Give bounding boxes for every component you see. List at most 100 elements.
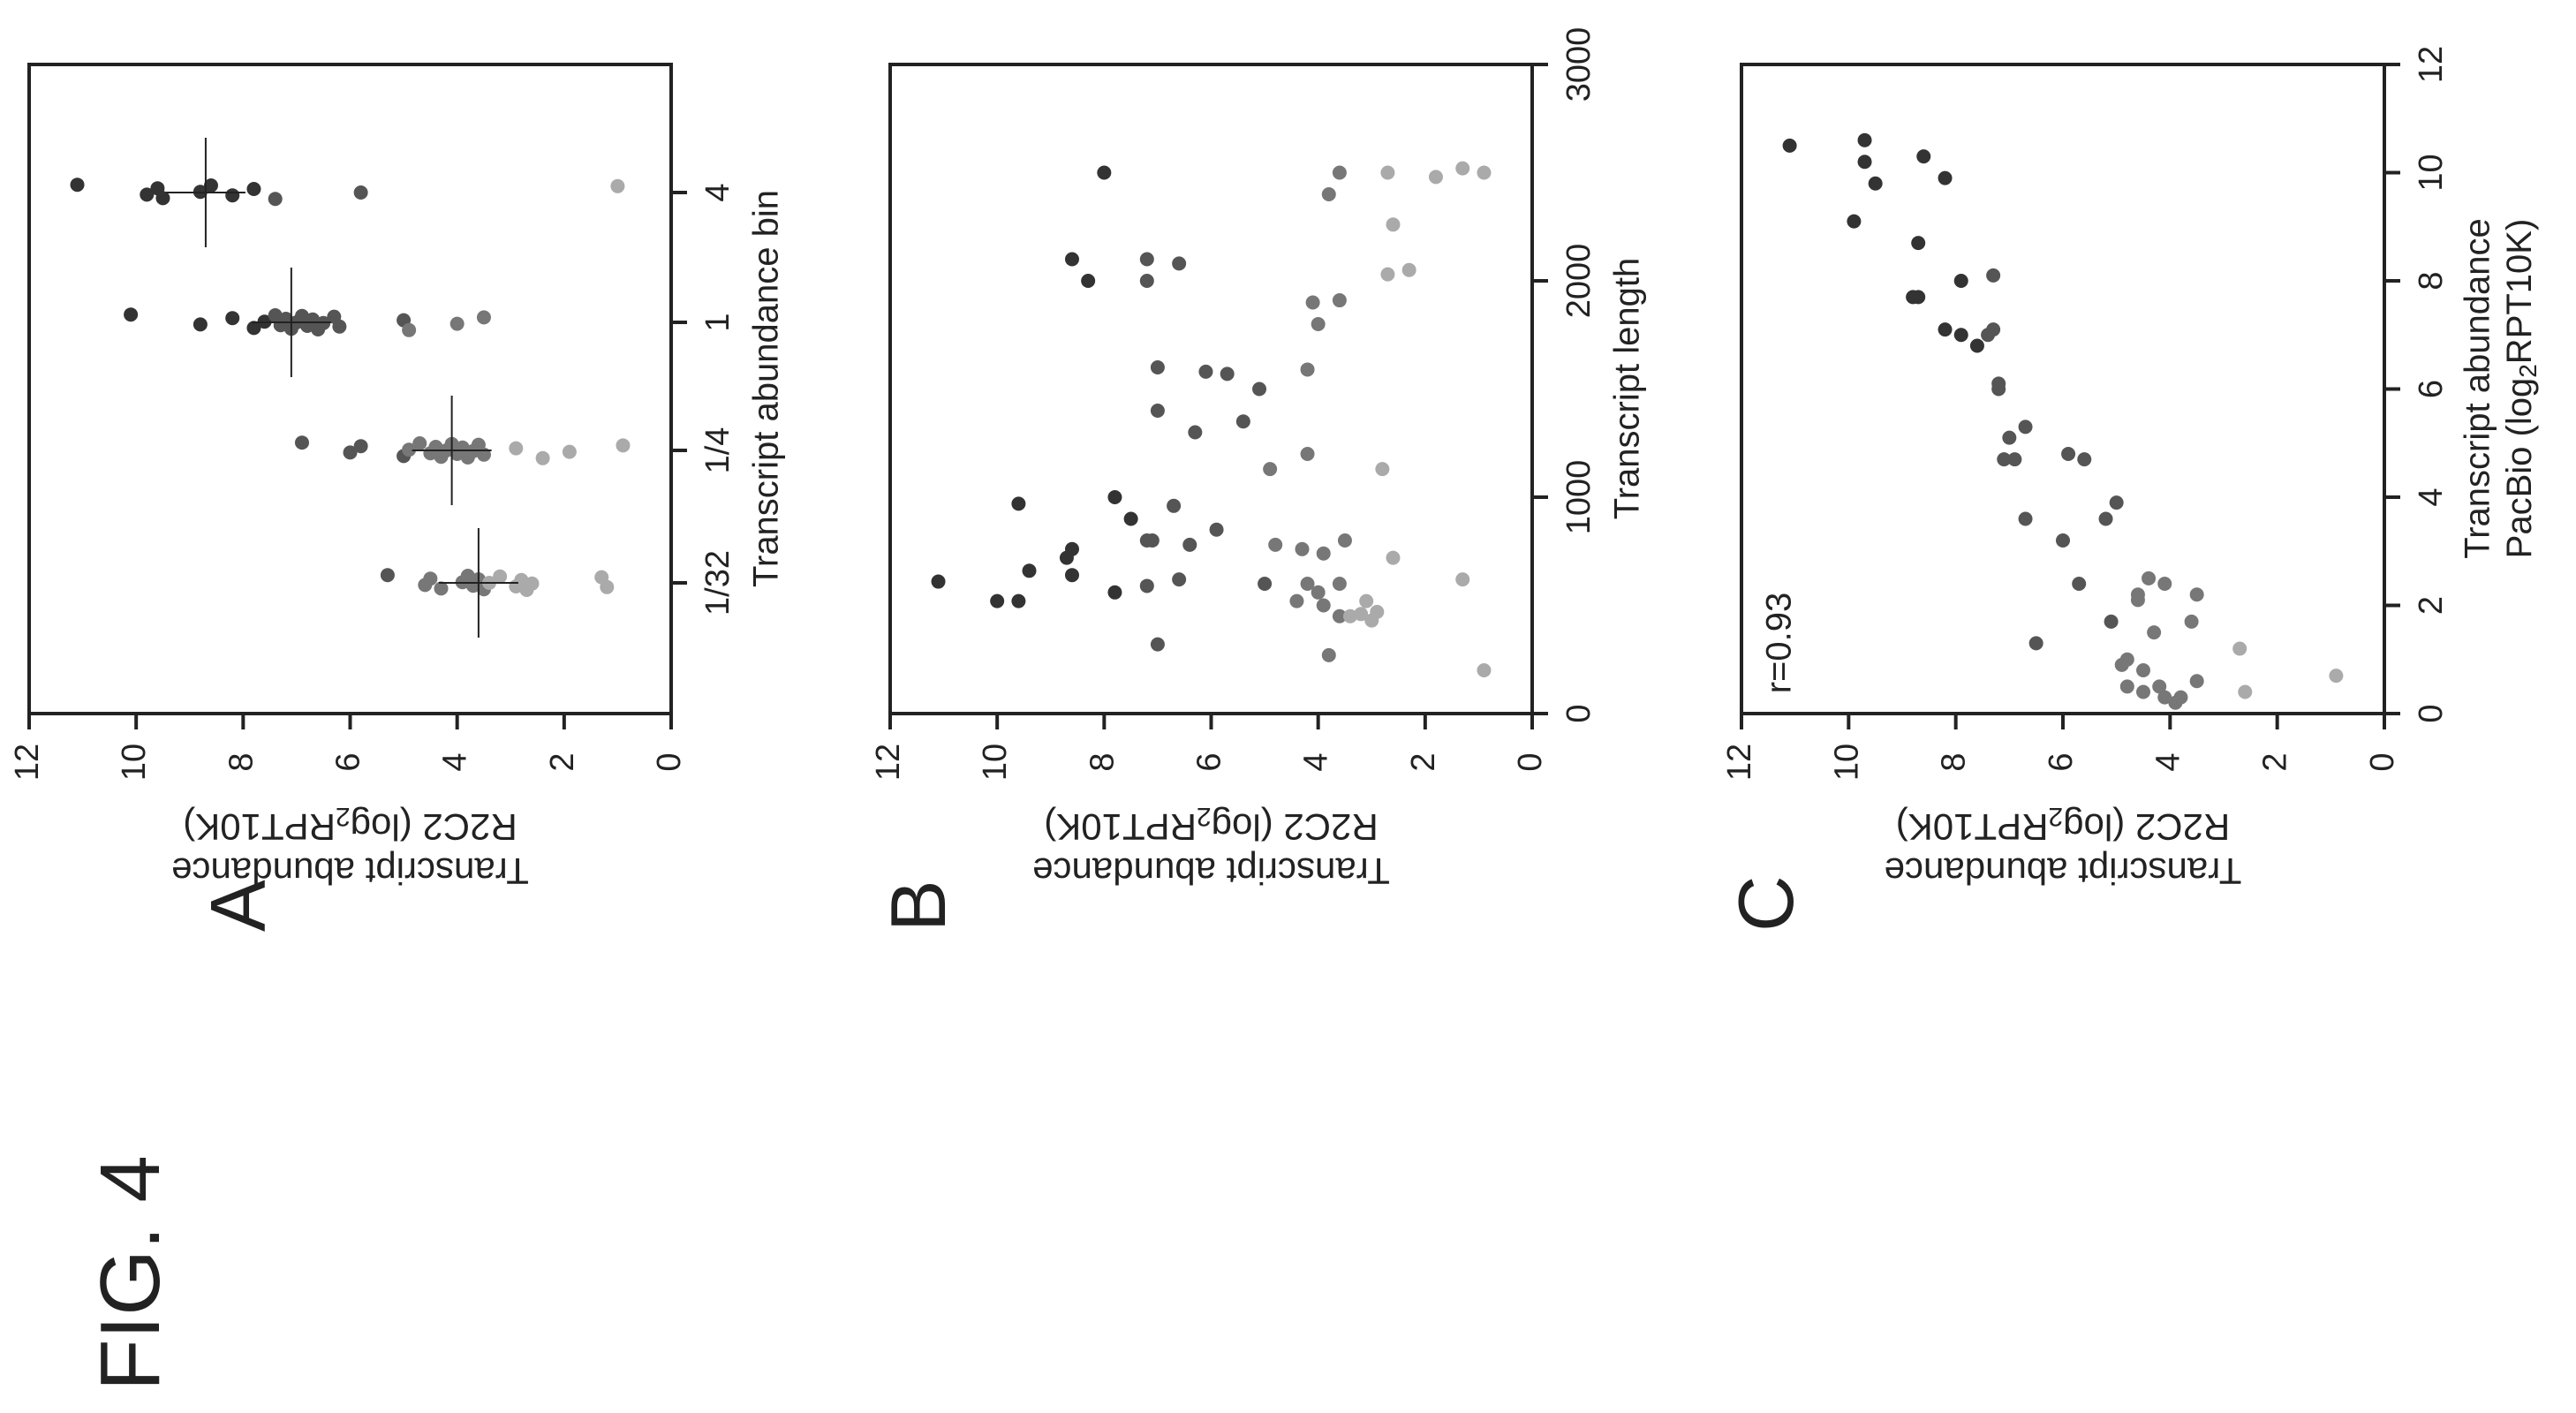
data-point (1380, 267, 1395, 282)
plot-frame (888, 63, 1534, 715)
data-point (1332, 165, 1347, 180)
data-point (1337, 533, 1352, 548)
data-point (225, 311, 240, 326)
x-axis-label: Transcript length (1608, 258, 1647, 519)
data-point (476, 310, 491, 325)
data-point (931, 574, 946, 589)
data-point (616, 438, 631, 453)
data-point (1300, 447, 1315, 461)
data-point (1252, 382, 1267, 397)
data-point (1997, 452, 2012, 467)
data-point (70, 178, 85, 193)
data-point (343, 445, 358, 460)
data-point (1332, 608, 1347, 623)
y-tick-label: 4 (437, 752, 474, 771)
data-point (2119, 679, 2134, 694)
y-axis-label: Transcript abundance (1885, 850, 2242, 892)
data-point (1321, 187, 1336, 201)
data-point (2007, 452, 2022, 467)
data-point (412, 436, 427, 450)
data-point (1295, 541, 1310, 556)
y-tick-label: 12 (1721, 744, 1758, 781)
data-point (2098, 511, 2113, 526)
data-point (1182, 537, 1197, 552)
y-tick-label: 6 (330, 752, 367, 771)
data-point (2189, 674, 2204, 689)
data-point (493, 569, 508, 584)
y-tick-label: 10 (977, 744, 1014, 781)
plot-frame (27, 63, 673, 715)
data-point (535, 450, 550, 465)
data-point (1477, 663, 1492, 677)
data-point (509, 441, 524, 456)
data-point (1316, 546, 1331, 561)
data-point (1198, 364, 1213, 379)
data-point (294, 435, 309, 450)
data-point (1868, 176, 1883, 191)
x-tick-label: 12 (2413, 46, 2450, 83)
y-axis-label: Transcript abundance (171, 850, 529, 892)
data-point (562, 444, 577, 459)
data-point (1857, 132, 1872, 147)
data-point (2157, 690, 2172, 705)
panel-label-b: B (874, 880, 962, 932)
data-point (1380, 165, 1395, 180)
data-point (1011, 496, 1026, 511)
data-point (2329, 669, 2344, 684)
data-point (449, 316, 465, 331)
data-point (2136, 684, 2150, 699)
x-axis-label-line2: PacBio (log2RPT10K) (2500, 219, 2542, 559)
data-point (1022, 563, 1037, 578)
data-point (1172, 256, 1187, 271)
panel-label-c: C (1722, 875, 1809, 932)
data-point (2168, 695, 2183, 710)
data-point (2018, 419, 2033, 434)
y-tick-label: 10 (116, 744, 153, 781)
y-axis-label-line2: R2C2 (log2RPT10K) (1044, 802, 1379, 848)
data-point (2142, 570, 2157, 586)
data-point (600, 579, 615, 594)
data-point (1144, 533, 1160, 548)
data-point (402, 442, 417, 457)
y-axis-label-line2: R2C2 (log2RPT10K) (1896, 802, 2231, 848)
data-point (1332, 577, 1347, 591)
data-point (1375, 462, 1390, 477)
data-point (246, 182, 261, 196)
x-tick-label: 4 (699, 183, 737, 201)
data-point (2061, 447, 2076, 461)
data-point (1064, 252, 1079, 267)
data-point (990, 593, 1005, 608)
data-point (1847, 214, 1862, 229)
x-tick-label: 1/4 (699, 427, 737, 474)
x-tick-label: 0 (2413, 704, 2450, 722)
data-point (525, 576, 540, 591)
x-tick-label: 1/32 (699, 550, 737, 616)
data-point (353, 185, 368, 200)
y-tick-label: 6 (1191, 752, 1228, 771)
data-point (225, 188, 240, 203)
data-point (193, 317, 208, 332)
data-point (1354, 607, 1369, 622)
data-point (1938, 322, 1953, 337)
data-point (1332, 293, 1347, 308)
y-tick-label: 10 (1828, 744, 1865, 781)
y-axis-label: Transcript abundance (1032, 850, 1390, 892)
data-point (1343, 608, 1358, 623)
data-point (2152, 679, 2167, 694)
data-point (402, 322, 417, 337)
data-point (1209, 522, 1224, 537)
data-point (2238, 684, 2253, 699)
data-point (1300, 362, 1315, 377)
data-point (1455, 161, 1470, 176)
x-tick-label: 10 (2413, 154, 2450, 191)
data-point (2184, 614, 2199, 629)
data-point (1969, 338, 1984, 353)
data-point (2072, 577, 2087, 591)
x-tick-label: 1 (699, 313, 737, 331)
data-point (2147, 625, 2162, 640)
data-point (1386, 217, 1401, 232)
